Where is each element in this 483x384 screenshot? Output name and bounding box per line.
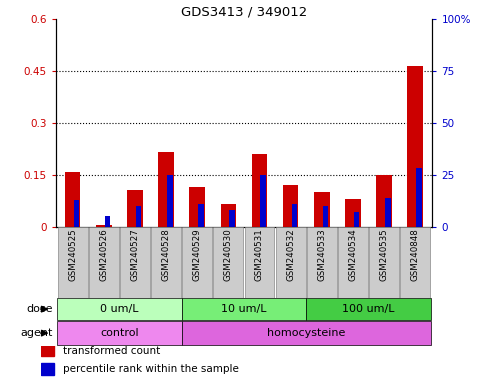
Text: GSM240532: GSM240532 [286,228,295,281]
FancyBboxPatch shape [369,227,399,298]
Text: GSM240526: GSM240526 [99,228,108,281]
Bar [260,175,266,227]
Text: GSM240531: GSM240531 [255,228,264,281]
FancyBboxPatch shape [307,227,337,298]
Bar [376,175,392,227]
Bar [323,206,328,227]
Text: control: control [100,328,139,338]
FancyBboxPatch shape [182,227,212,298]
Text: GSM240529: GSM240529 [193,228,202,281]
Bar [65,172,81,227]
Bar [314,192,329,227]
Text: homocysteine: homocysteine [267,328,345,338]
Bar [167,175,172,227]
FancyBboxPatch shape [400,227,430,298]
FancyBboxPatch shape [338,227,368,298]
Bar [73,200,79,227]
Text: GSM240528: GSM240528 [162,228,170,281]
FancyBboxPatch shape [306,298,431,320]
Bar [41,345,54,356]
Text: dose: dose [27,304,53,314]
Text: percentile rank within the sample: percentile rank within the sample [63,364,239,374]
Bar [158,152,174,227]
Text: transformed count: transformed count [63,346,160,356]
Text: agent: agent [21,328,53,338]
Bar [407,66,423,227]
Text: GSM240848: GSM240848 [411,228,420,281]
Text: GSM240534: GSM240534 [348,228,357,281]
FancyBboxPatch shape [244,227,274,298]
FancyBboxPatch shape [182,298,306,320]
Text: 0 um/L: 0 um/L [100,304,139,314]
FancyBboxPatch shape [120,227,150,298]
Bar [221,204,236,227]
Bar [189,187,205,227]
Text: GSM240525: GSM240525 [68,228,77,281]
FancyBboxPatch shape [213,227,243,298]
Bar [283,185,298,227]
Bar [252,154,267,227]
FancyBboxPatch shape [57,321,182,345]
FancyBboxPatch shape [57,298,182,320]
Bar [96,225,112,227]
Text: GSM240535: GSM240535 [380,228,388,281]
Bar [416,169,422,227]
FancyBboxPatch shape [276,227,306,298]
Text: 10 um/L: 10 um/L [221,304,267,314]
Bar [136,206,142,227]
Bar [292,204,297,227]
Bar [127,190,142,227]
Bar [345,199,361,227]
Text: 100 um/L: 100 um/L [342,304,395,314]
Bar [385,197,391,227]
Text: GSM240533: GSM240533 [317,228,326,281]
Bar [41,363,54,375]
Bar [354,212,359,227]
FancyBboxPatch shape [182,321,431,345]
Text: GSM240527: GSM240527 [130,228,140,281]
Bar [198,204,204,227]
Text: GSM240530: GSM240530 [224,228,233,281]
FancyBboxPatch shape [151,227,181,298]
Bar [105,216,110,227]
FancyBboxPatch shape [58,227,87,298]
Bar [229,210,235,227]
FancyBboxPatch shape [89,227,119,298]
Title: GDS3413 / 349012: GDS3413 / 349012 [181,5,307,18]
